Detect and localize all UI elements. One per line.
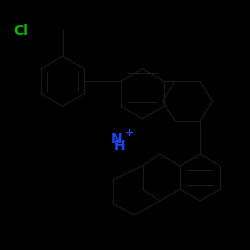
Text: H: H: [114, 139, 126, 153]
Text: N: N: [111, 132, 123, 146]
Text: Cl: Cl: [14, 24, 28, 38]
Text: +: +: [124, 128, 134, 138]
